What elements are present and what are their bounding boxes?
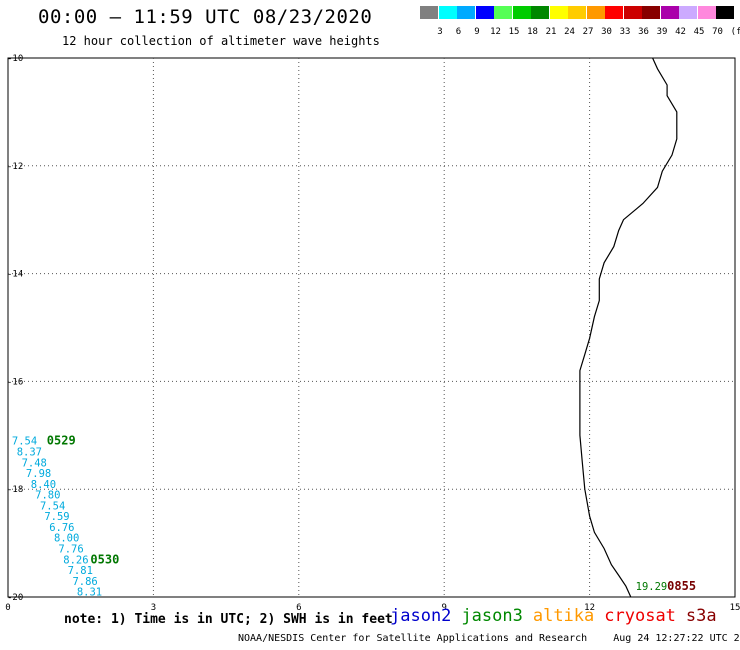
legend-label: 30 [601, 27, 612, 37]
wave-height-value: 8.00 [54, 533, 79, 545]
wave-height-value: 7.86 [72, 576, 97, 588]
legend-label: 36 [638, 27, 649, 37]
wave-height-value: 8.37 [17, 446, 42, 458]
coastline [579, 57, 678, 598]
pass-time-label: 0855 [667, 579, 696, 593]
y-tick-label: -10 [7, 54, 23, 64]
satellite-name: jason2 [390, 606, 452, 626]
wave-height-value: 6.76 [49, 522, 74, 534]
satellite-name: s3a [685, 606, 717, 626]
legend-label: 9 [474, 27, 480, 37]
legend-swatch [475, 6, 494, 19]
wave-height-value: 7.81 [68, 565, 93, 577]
wave-height-value: 7.59 [44, 511, 69, 523]
legend-swatch [623, 6, 642, 19]
legend-label: 18 [527, 27, 538, 37]
page-title: 00:00 – 11:59 UTC 08/23/2020 [38, 6, 373, 28]
legend-swatch [494, 6, 512, 19]
y-tick-label: -20 [7, 593, 23, 603]
wave-height-value: 7.80 [35, 490, 60, 502]
generation-timestamp: Aug 24 12:27:22 UTC 2020 [613, 633, 740, 644]
wave-height-value: 8.40 [31, 479, 56, 491]
legend-label: 3 [437, 27, 443, 37]
legend-label: 21 [545, 27, 557, 37]
legend-label: 42 [675, 27, 686, 37]
x-tick-label: 12 [584, 603, 595, 613]
wave-height-value: 7.54 [40, 500, 65, 512]
pass-time-label: 0529 [47, 434, 76, 448]
wave-height-value: 8.31 [77, 587, 102, 599]
wave-height-value: 7.98 [26, 468, 51, 480]
wave-height-value: 19.29 [636, 581, 668, 593]
satellite-name: jason3 [461, 606, 523, 626]
satellite-name: altika [532, 606, 595, 626]
satellite-name: cryosat [604, 606, 676, 626]
legend-label: 24 [564, 27, 575, 37]
legend-swatch [420, 6, 438, 19]
x-tick-label: 15 [730, 603, 740, 613]
footer-note: note: 1) Time is in UTC; 2) SWH is in fe… [64, 612, 393, 627]
pass-time-label: 0530 [90, 552, 119, 566]
legend-swatch [512, 6, 531, 19]
legend-label: 33 [619, 27, 631, 37]
legend-label: 6 [455, 27, 462, 37]
y-tick-label: -12 [7, 162, 23, 172]
y-tick-label: -18 [7, 485, 23, 495]
legend-swatch [605, 6, 623, 19]
legend-unit: (ft) [730, 27, 740, 37]
wave-height-value: 7.48 [22, 457, 47, 469]
x-tick-label: 6 [296, 603, 301, 613]
map-frame [7, 57, 736, 598]
legend-label: 39 [656, 27, 668, 37]
wave-height-value: 8.26 [63, 554, 88, 566]
legend-swatch [679, 6, 697, 19]
credit-text: NOAA/NESDIS Center for Satellite Applica… [238, 633, 588, 644]
legend-swatch [531, 6, 549, 19]
x-tick-label: 0 [5, 603, 10, 613]
legend-swatch [457, 6, 475, 19]
legend-label: 27 [582, 27, 594, 37]
wave-height-value: 7.54 [12, 436, 37, 448]
legend-label: 45 [693, 27, 705, 37]
credit-line: NOAA/NESDIS Center for Satellite Applica… [238, 633, 740, 644]
legend-swatch [568, 6, 586, 19]
legend-swatch [438, 6, 457, 19]
x-tick-label: 9 [441, 603, 446, 613]
legend-swatch [716, 6, 734, 19]
x-tick-label: 3 [151, 603, 156, 613]
y-tick-label: -16 [7, 377, 23, 387]
y-tick-label: -14 [7, 270, 23, 280]
satellite-key: jason2 jason3 altika cryosat s3a [390, 606, 727, 626]
legend-label: 15 [508, 27, 520, 37]
legend-label: 12 [490, 27, 501, 37]
wave-height-value: 7.76 [58, 543, 83, 555]
page-subtitle: 12 hour collection of altimeter wave hei… [62, 34, 380, 48]
legend-swatch [660, 6, 679, 19]
legend-swatch [586, 6, 605, 19]
legend-swatch [549, 6, 568, 19]
legend-swatch [642, 6, 660, 19]
legend-label: 70 [712, 27, 723, 37]
legend-swatch [697, 6, 716, 19]
